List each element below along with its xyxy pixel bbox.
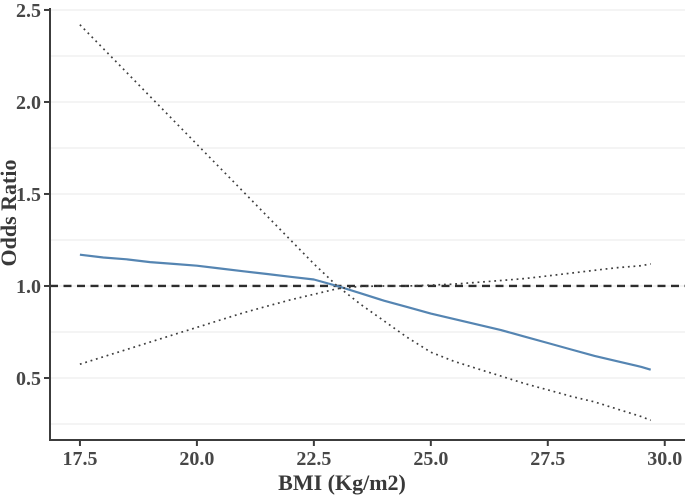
gridlines bbox=[50, 9, 685, 425]
series-ci-lower bbox=[79, 263, 651, 366]
y-tick-label: 2.5 bbox=[16, 0, 41, 22]
x-tick-label: 30.0 bbox=[647, 448, 682, 470]
y-axis-title: Odds Ratio bbox=[0, 160, 21, 267]
x-tick-label: 22.5 bbox=[296, 448, 331, 470]
x-axis-title: BMI (Kg/m2) bbox=[278, 470, 406, 495]
axes-layer: 0.5 1.0 1.5 2.0 2.5 17.5 20.0 22.5 25.0 27.5 30.0 bbox=[16, 0, 685, 470]
x-tick-label: 17.5 bbox=[62, 448, 97, 470]
data-series-layer bbox=[79, 24, 652, 422]
series-estimate bbox=[79, 253, 652, 371]
x-tick-label: 25.0 bbox=[413, 448, 448, 470]
y-tick-label: 1.0 bbox=[16, 276, 41, 298]
x-tick-label: 27.5 bbox=[530, 448, 565, 470]
y-tick-label: 1.5 bbox=[16, 184, 41, 206]
y-tick-label: 2.0 bbox=[16, 92, 41, 114]
series-ci-upper bbox=[79, 24, 652, 422]
x-tick-label: 20.0 bbox=[179, 448, 214, 470]
y-tick-label: 0.5 bbox=[16, 368, 41, 390]
